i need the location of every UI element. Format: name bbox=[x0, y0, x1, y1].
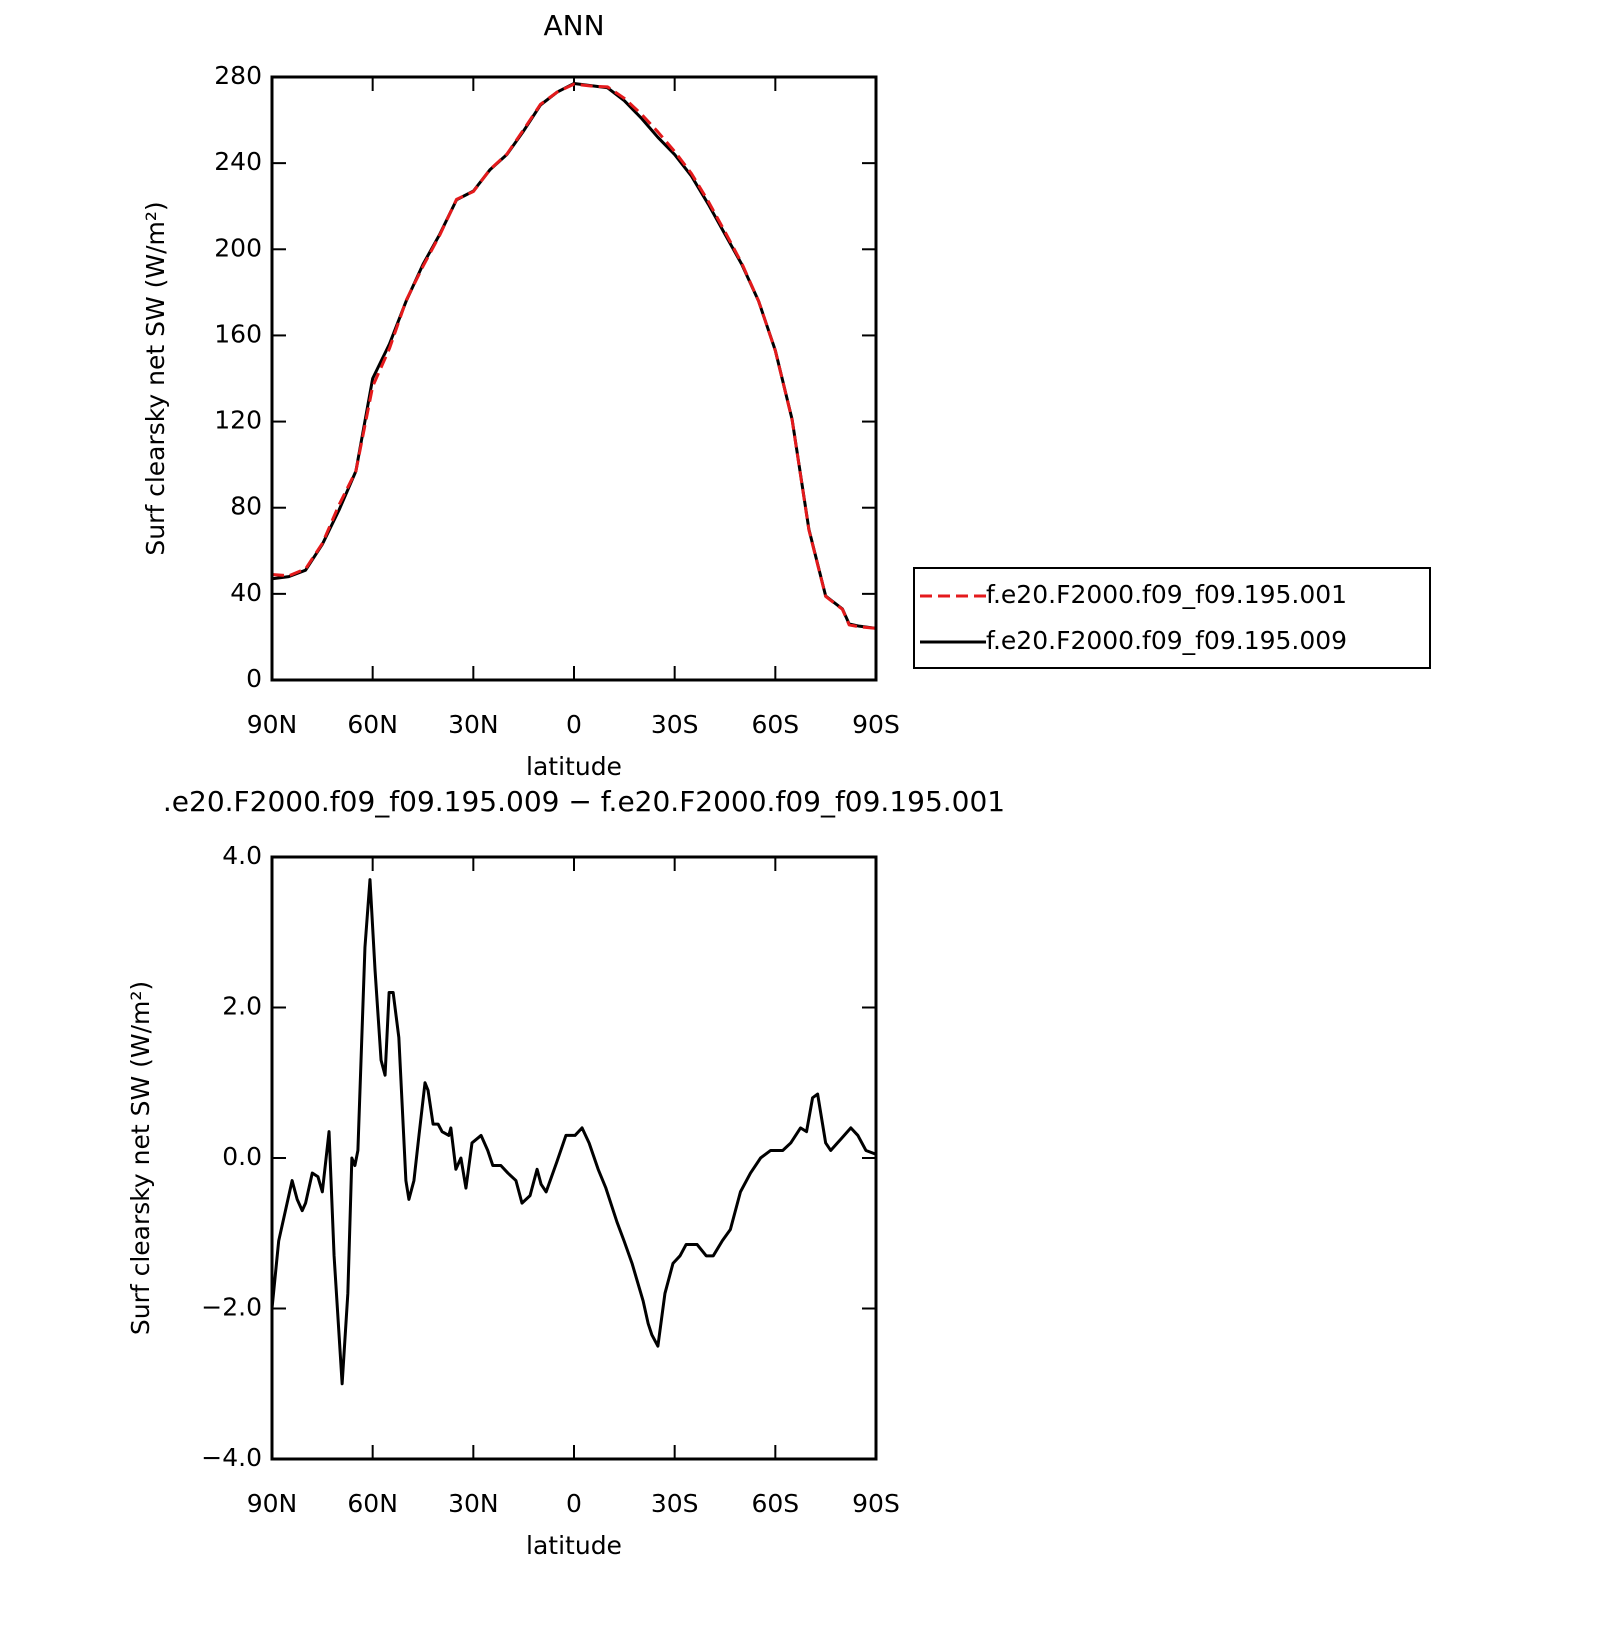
y-tick-label: 160 bbox=[214, 319, 262, 348]
y-axis-label: Surf clearsky net SW (W/m²) bbox=[141, 201, 170, 555]
x-tick-label: 30S bbox=[651, 710, 699, 739]
y-tick-label: 4.0 bbox=[222, 841, 262, 870]
data-line bbox=[270, 878, 877, 1386]
data-line bbox=[271, 81, 877, 630]
x-tick-label: 60S bbox=[751, 710, 799, 739]
y-tick-label: 240 bbox=[214, 147, 262, 176]
legend-label: f.e20.F2000.f09_f09.195.001 bbox=[986, 580, 1347, 609]
x-tick-label: 60N bbox=[347, 1489, 398, 1518]
x-tick-label: 0 bbox=[566, 710, 582, 739]
data-line bbox=[271, 82, 877, 630]
x-tick-label: 90S bbox=[852, 1489, 900, 1518]
y-tick-label: 2.0 bbox=[222, 992, 262, 1021]
x-tick-label: 60N bbox=[347, 710, 398, 739]
y-tick-label: 0.0 bbox=[222, 1142, 262, 1171]
legend-label: f.e20.F2000.f09_f09.195.009 bbox=[986, 626, 1347, 655]
chart-title: ANN bbox=[543, 9, 604, 42]
x-tick-label: 90S bbox=[852, 710, 900, 739]
y-tick-label: −2.0 bbox=[201, 1293, 262, 1322]
x-tick-label: 30N bbox=[448, 710, 499, 739]
y-tick-label: 200 bbox=[214, 233, 262, 262]
y-tick-label: 280 bbox=[214, 61, 262, 90]
x-tick-label: 30N bbox=[448, 1489, 499, 1518]
y-tick-label: −4.0 bbox=[201, 1443, 262, 1472]
x-tick-label: 90N bbox=[247, 1489, 298, 1518]
y-tick-label: 0 bbox=[246, 664, 262, 693]
x-tick-label: 60S bbox=[751, 1489, 799, 1518]
x-tick-label: 30S bbox=[651, 1489, 699, 1518]
legend-box bbox=[913, 567, 1431, 669]
plot-frame bbox=[270, 855, 878, 1461]
y-tick-label: 80 bbox=[230, 492, 262, 521]
x-tick-label: 0 bbox=[566, 1489, 582, 1518]
y-axis-label: Surf clearsky net SW (W/m²) bbox=[126, 981, 155, 1335]
y-tick-label: 120 bbox=[214, 406, 262, 435]
x-axis-label: latitude bbox=[526, 1531, 622, 1560]
chart-title: .e20.F2000.f09_f09.195.009 − f.e20.F2000… bbox=[163, 785, 1005, 818]
y-tick-label: 40 bbox=[230, 578, 262, 607]
x-tick-label: 90N bbox=[247, 710, 298, 739]
plot-frame bbox=[270, 75, 878, 682]
x-axis-label: latitude bbox=[526, 752, 622, 781]
